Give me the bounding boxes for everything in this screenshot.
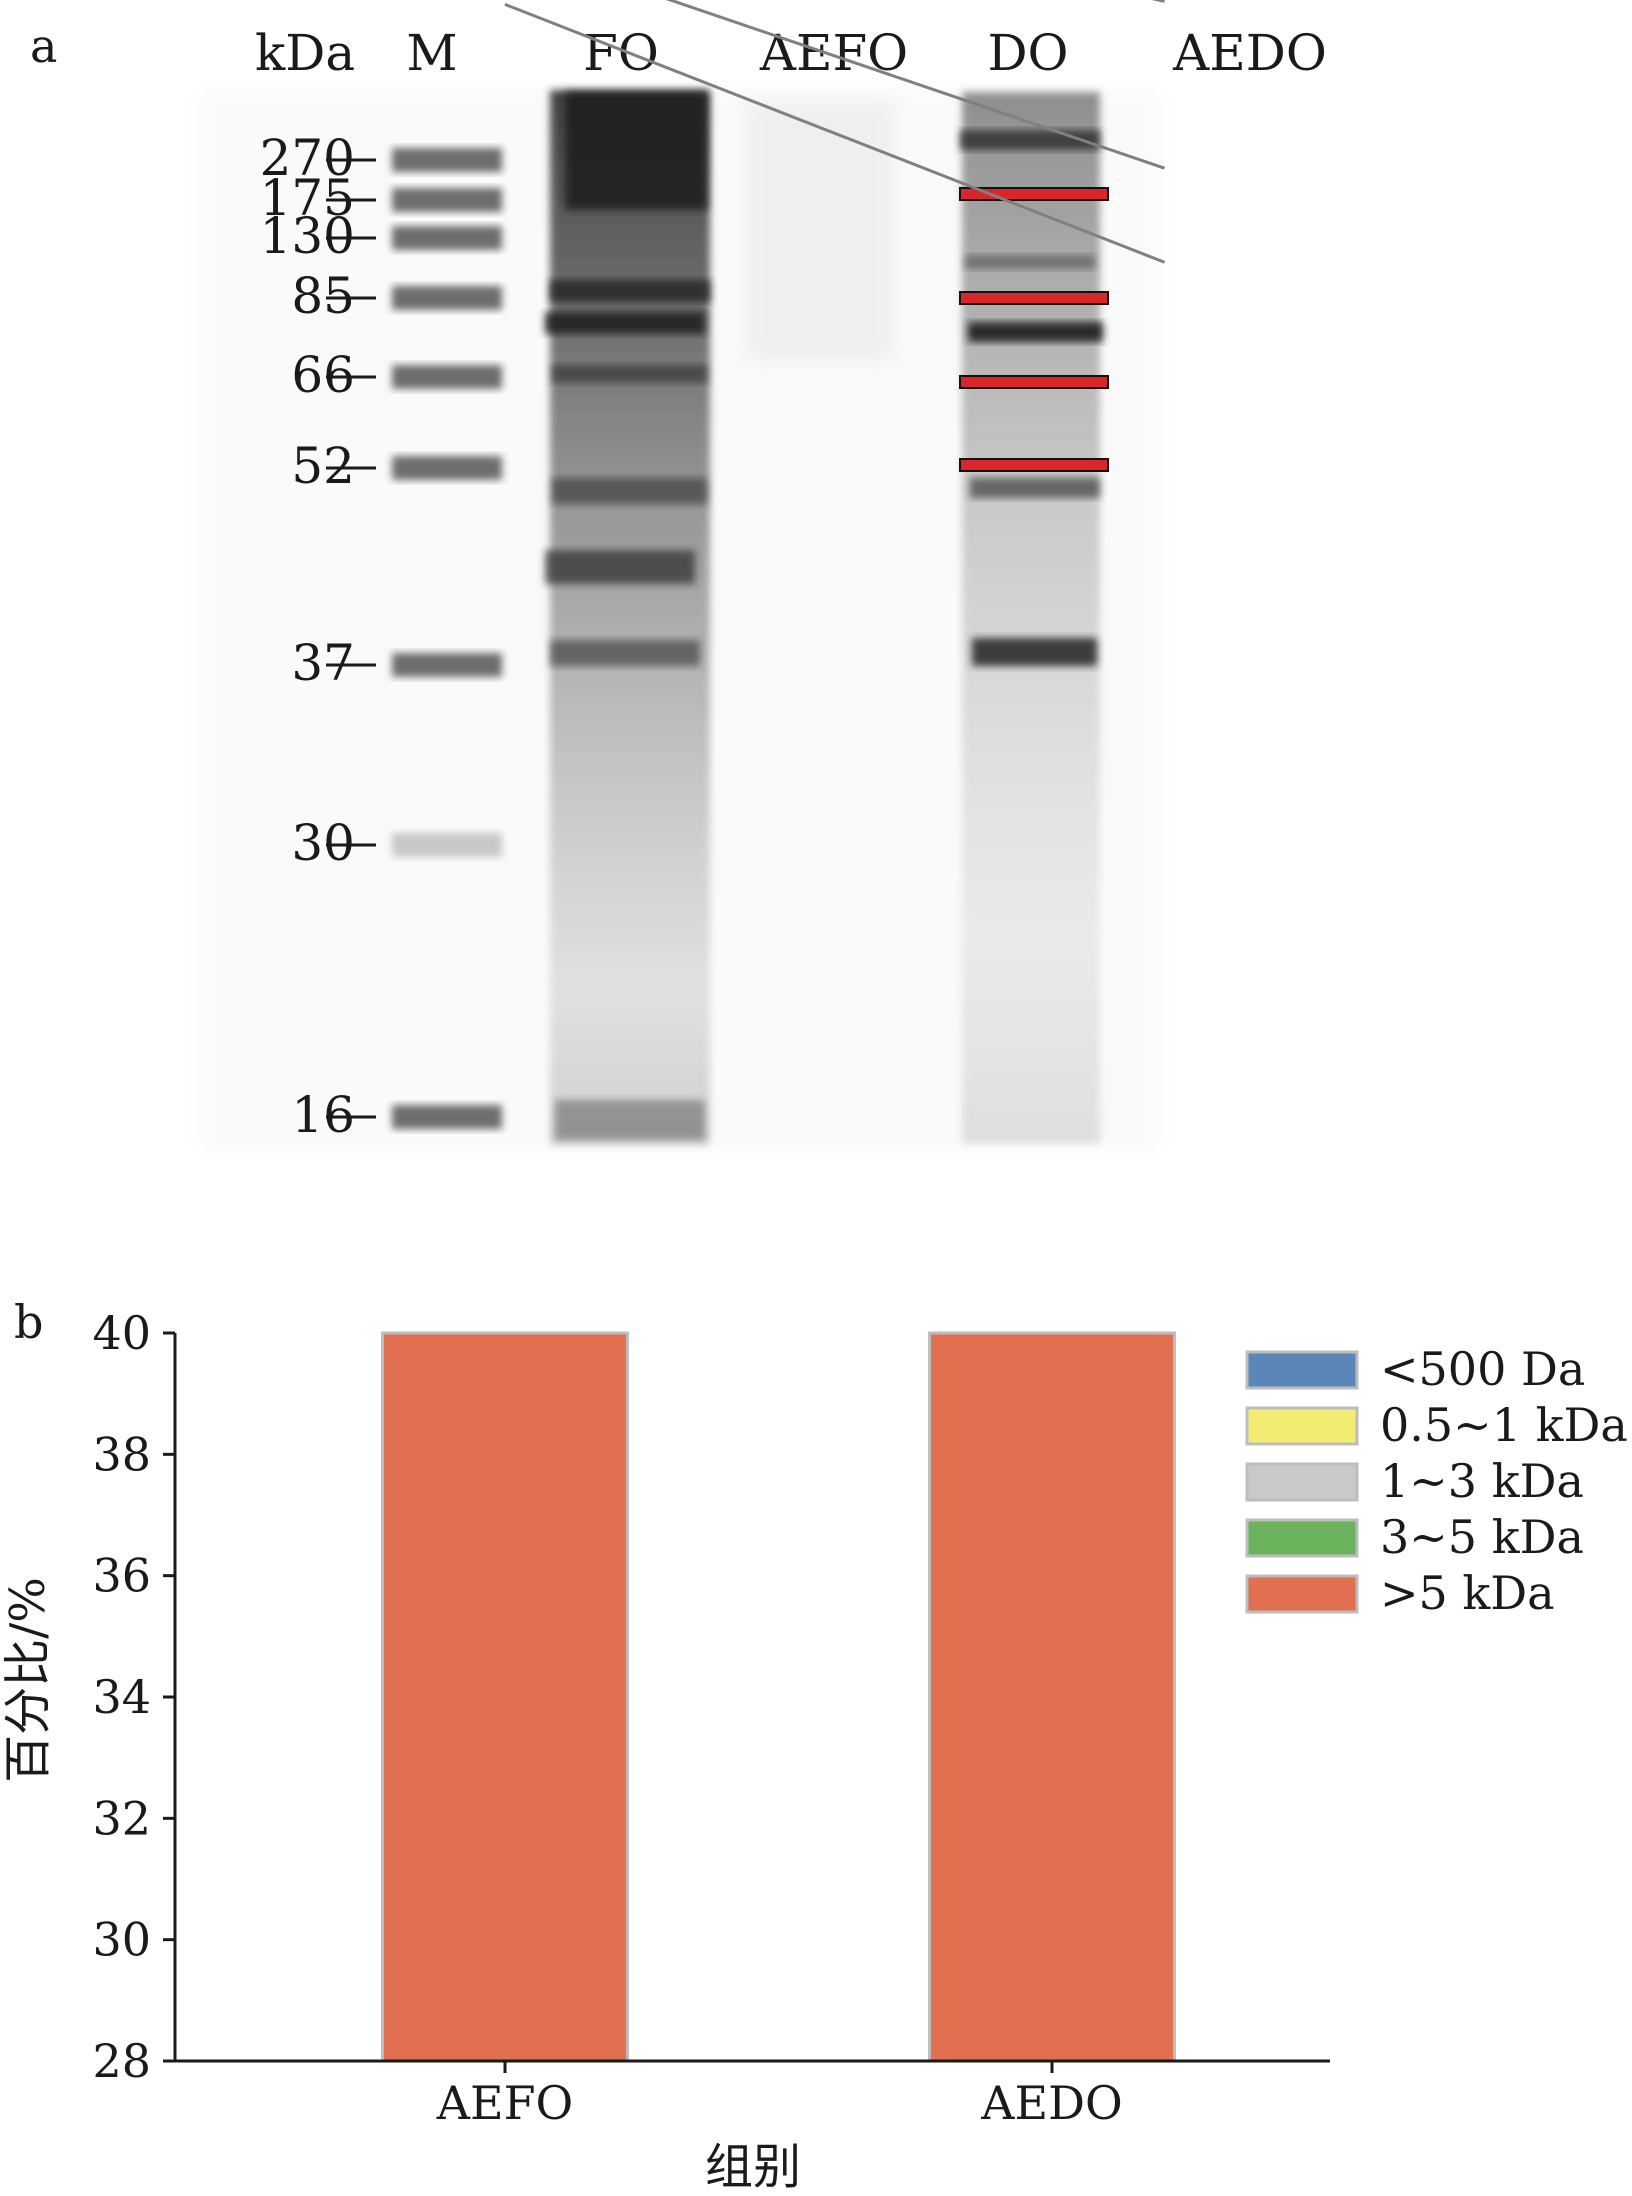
marker-label: 270 <box>260 129 355 187</box>
connector-line <box>504 3 1166 264</box>
marker-label: 30 <box>291 814 355 872</box>
ladder-band <box>392 833 502 857</box>
y-tick-label: 30 <box>92 1913 151 1967</box>
ladder-band <box>392 1105 502 1129</box>
ladder-band <box>392 456 502 480</box>
chart-axes: 40 38 36 34 32 30 28 AEFO AEDO <box>92 1306 1330 2130</box>
y-tick-label: 34 <box>92 1670 151 1724</box>
bar-segment <box>381 1331 629 2063</box>
legend-label: <500 Da <box>1380 1342 1585 1396</box>
bar-segment <box>928 1331 1176 2063</box>
highlight-band <box>959 291 1109 305</box>
lane-label-m: M <box>406 24 457 82</box>
ladder-band <box>392 188 502 212</box>
lane-do-band <box>970 478 1100 498</box>
lane-fo-band <box>545 550 695 584</box>
marker-label: 130 <box>260 207 355 265</box>
ladder-band <box>392 365 502 389</box>
legend-swatch <box>1245 1574 1359 1614</box>
legend-swatch <box>1245 1518 1359 1558</box>
y-axis-title: 百分比/% <box>0 1577 56 1783</box>
x-axis-title: 组别 <box>705 2139 801 2195</box>
panel-a-letter: a <box>30 19 57 73</box>
legend-label: >5 kDa <box>1380 1566 1555 1620</box>
lane-aefo <box>745 100 895 360</box>
marker-label: 175 <box>260 169 355 227</box>
legend-label: 3~5 kDa <box>1380 1510 1584 1564</box>
marker-label: 16 <box>291 1086 355 1144</box>
lane-fo-smear <box>550 90 710 1145</box>
marker-label: 85 <box>291 267 355 325</box>
legend-swatch <box>1245 1406 1359 1446</box>
lane-do-band <box>972 638 1097 666</box>
legend-label: 0.5~1 kDa <box>1380 1398 1628 1452</box>
legend-label: 1~3 kDa <box>1380 1454 1584 1508</box>
ladder-band <box>392 226 502 250</box>
gel-panel: a kDa M FO AEFO DO AEDO 2701751308566523… <box>30 19 1327 1150</box>
connector-line <box>665 0 1165 170</box>
bars-layer <box>381 1331 1176 2063</box>
ladder-lane <box>392 148 502 1129</box>
panel-b-letter: b <box>14 1295 43 1349</box>
lane-label-fo: FO <box>583 24 659 82</box>
connector-lines <box>504 0 1166 264</box>
marker-label: 52 <box>291 437 355 495</box>
lane-aefo-faint-smear <box>745 100 895 360</box>
y-tick-label: 38 <box>92 1427 151 1481</box>
marker-label: 37 <box>291 634 355 692</box>
legend-swatch <box>1245 1350 1359 1390</box>
highlight-band <box>959 458 1109 472</box>
lane-do-smear <box>962 92 1100 1144</box>
lane-fo-band <box>550 280 710 302</box>
y-tick-label: 32 <box>92 1791 151 1845</box>
ladder-band <box>392 148 502 172</box>
legend-swatch <box>1245 1462 1359 1502</box>
ladder-band <box>392 653 502 677</box>
x-tick-label: AEDO <box>980 2076 1122 2130</box>
connector-line <box>1151 0 1165 3</box>
highlighted-bands <box>959 187 1109 472</box>
lane-do-band <box>965 255 1095 269</box>
highlight-band <box>959 375 1109 389</box>
kda-unit-label: kDa <box>255 24 355 82</box>
lane-fo-band <box>552 365 707 383</box>
lane-fo <box>545 90 710 1145</box>
marker-label: 66 <box>291 346 355 404</box>
lane-fo-band <box>555 1100 705 1140</box>
y-tick-label: 40 <box>92 1306 151 1360</box>
y-tick-label: 36 <box>92 1549 151 1603</box>
lane-fo-band <box>545 312 705 334</box>
lane-label-do: DO <box>987 24 1068 82</box>
lane-fo-band <box>550 640 700 666</box>
lane-fo-band <box>552 478 707 504</box>
x-tick-label: AEFO <box>436 2076 573 2130</box>
lane-fo-top-band <box>565 92 707 210</box>
ladder-band <box>392 286 502 310</box>
y-tick-label: 28 <box>92 2034 151 2088</box>
lane-do-band <box>968 322 1103 342</box>
lane-label-aedo: AEDO <box>1172 24 1327 82</box>
lane-do <box>960 92 1103 1144</box>
